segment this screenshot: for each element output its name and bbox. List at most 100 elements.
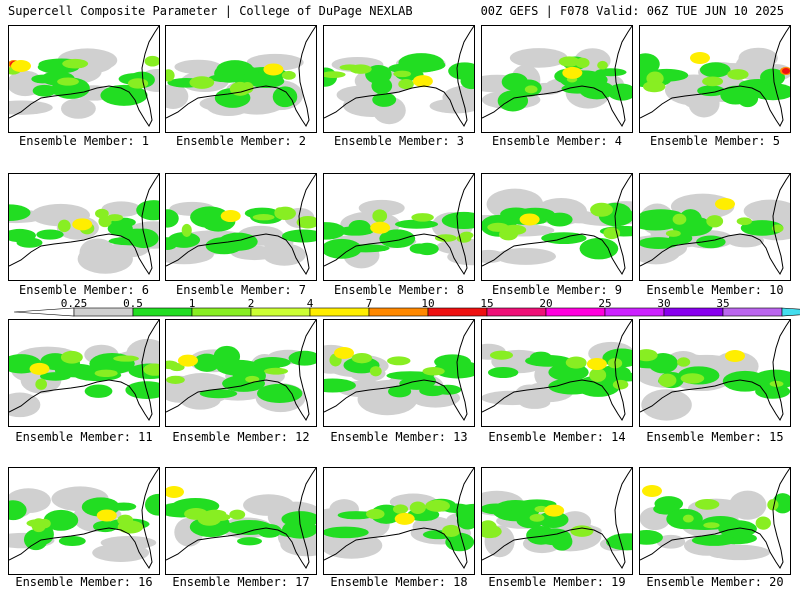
- scp-contour-lime: [398, 78, 414, 90]
- ensemble-map-panel: [481, 319, 633, 427]
- scp-contour-lime: [612, 379, 629, 390]
- scp-contour-green: [517, 499, 557, 509]
- scp-contour-green: [595, 68, 627, 77]
- scp-contour-lime: [127, 78, 149, 89]
- ensemble-map-panel: [639, 467, 791, 575]
- scp-contour-green: [218, 232, 258, 251]
- scp-contour-gray: [442, 85, 474, 110]
- scp-contour-green: [497, 90, 529, 112]
- scp-contour-lime: [529, 514, 545, 522]
- scp-contour-gray: [482, 249, 505, 264]
- scp-contour-core: [96, 509, 117, 522]
- scp-contour-lime: [274, 207, 286, 219]
- scp-contour-lime: [736, 217, 752, 226]
- ensemble-member-label: Ensemble Member: 12: [172, 430, 310, 444]
- legend-swatch: [427, 307, 488, 317]
- scp-contour-green: [487, 366, 519, 379]
- ensemble-map-panel: [481, 467, 633, 575]
- coastline: [166, 174, 316, 275]
- scp-contour-core: [263, 63, 284, 76]
- scp-contour-lime: [324, 71, 346, 79]
- scp-contour-green: [365, 64, 392, 84]
- ensemble-member-label: Ensemble Member: 19: [488, 575, 626, 589]
- scp-contour-green: [225, 519, 273, 535]
- scp-contour-lime: [558, 56, 580, 67]
- scp-contour-green: [84, 384, 113, 398]
- scp-contour-lime: [263, 367, 289, 375]
- scp-contour-lime: [281, 70, 296, 80]
- scp-contour-core: [394, 512, 415, 525]
- scp-contour-lime: [755, 516, 771, 530]
- scp-contour-green: [281, 511, 316, 527]
- scp-contour-green: [760, 68, 786, 87]
- scp-contour-lime: [349, 64, 372, 74]
- scp-contour-gray: [100, 536, 157, 550]
- scp-contour-gray: [246, 53, 304, 71]
- legend-tick-label: 35: [716, 297, 730, 310]
- scp-contour-green: [237, 537, 262, 546]
- ensemble-member-label: Ensemble Member: 18: [330, 575, 468, 589]
- ensemble-member-label: Ensemble Member: 11: [15, 430, 153, 444]
- ensemble-map-panel: [323, 319, 475, 427]
- scp-contour-lime: [640, 349, 658, 362]
- scp-contour-core: [562, 66, 583, 79]
- scp-contour-lime: [682, 514, 694, 523]
- legend-tick-label: 0.25: [60, 297, 88, 310]
- scp-contour-core: [544, 504, 565, 517]
- scp-contour-lime: [727, 69, 749, 80]
- scp-contour-gray: [166, 83, 189, 110]
- scp-contour-lime: [143, 363, 159, 376]
- legend-swatch: [486, 307, 547, 317]
- coastline: [482, 468, 632, 569]
- scp-contour-core: [220, 210, 241, 223]
- scp-contour-lime: [229, 81, 251, 96]
- scp-contour-lime: [425, 499, 451, 512]
- legend-tick-label: 30: [657, 297, 671, 310]
- scp-contour-lime: [106, 214, 123, 222]
- scp-contour-green: [379, 229, 416, 248]
- scp-contour-max: [782, 68, 790, 74]
- ensemble-member-label: Ensemble Member: 6: [18, 283, 150, 297]
- scp-contour-green: [546, 212, 573, 227]
- scp-contour-green: [281, 229, 316, 243]
- scp-contour-green: [337, 511, 375, 520]
- scp-contour-lime: [767, 499, 779, 511]
- ensemble-map-panel: [323, 173, 475, 281]
- color-scale-legend: [13, 307, 800, 317]
- legend-swatch: [250, 307, 311, 317]
- scp-map: [324, 468, 474, 569]
- legend-tick-label: 4: [306, 297, 314, 310]
- scp-contour-lime: [680, 373, 705, 384]
- scp-contour-lime: [482, 520, 497, 535]
- scp-map: [324, 174, 474, 275]
- ensemble-member-label: Ensemble Member: 1: [18, 134, 150, 148]
- scp-contour-lime: [570, 525, 594, 537]
- scp-contour-green: [242, 72, 265, 83]
- legend-swatch: [663, 307, 724, 317]
- scp-contour-gray: [174, 59, 222, 75]
- scp-contour-lime: [95, 208, 109, 219]
- scp-contour-green: [324, 526, 369, 539]
- scp-map: [166, 468, 316, 569]
- scp-contour-lime: [409, 501, 426, 514]
- coastline: [482, 174, 632, 275]
- scp-contour-lime: [706, 215, 724, 228]
- legend-swatch: [191, 307, 252, 317]
- scp-contour-lime: [94, 369, 118, 378]
- scp-contour-lime: [181, 223, 192, 237]
- scp-contour-core: [29, 362, 50, 375]
- scp-contour-lime: [434, 234, 457, 242]
- scp-contour-gray: [9, 100, 53, 115]
- coastline: [166, 468, 316, 569]
- scp-contour-lime: [372, 209, 388, 223]
- ensemble-member-label: Ensemble Member: 20: [646, 575, 784, 589]
- ensemble-map-panel: [8, 319, 160, 427]
- legend-swatch: [722, 307, 783, 317]
- scp-contour-green: [751, 83, 790, 101]
- scp-contour-lime: [113, 355, 139, 362]
- scp-contour-lime: [166, 69, 175, 82]
- scp-contour-lime: [166, 360, 179, 370]
- legend-swatch: [309, 307, 370, 317]
- scp-contour-gray: [166, 244, 214, 265]
- legend-swatch: [604, 307, 665, 317]
